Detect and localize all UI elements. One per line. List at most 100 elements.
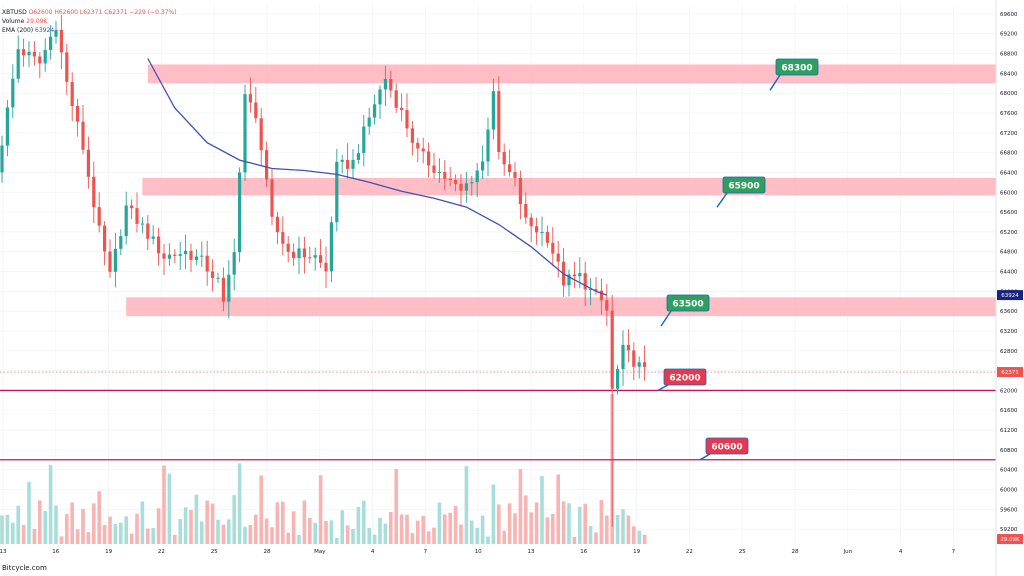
y-tick-label: 65600: [1000, 210, 1018, 216]
candle-body: [0, 145, 4, 173]
volume-bar: [491, 484, 496, 544]
price-annotations: 68300 65900 63500 62000 60600: [657, 58, 819, 461]
candle-body: [556, 253, 560, 262]
x-tick-label: 22: [158, 549, 165, 555]
price-axis[interactable]: 59200 59600 60000 60400 60800 61200 61600 62000…: [995, 0, 1018, 576]
volume-bar: [156, 508, 161, 544]
volume-bar: [637, 530, 641, 544]
volume-bar: [475, 527, 479, 544]
y-tick-label: 68000: [1000, 91, 1018, 97]
candle-body: [275, 216, 279, 233]
volume-bar: [583, 503, 587, 544]
axis-price-labels: 63924 62371 29.09K: [997, 290, 1023, 545]
volume-bar: [470, 520, 474, 544]
candle-body: [184, 250, 188, 255]
candle-body: [497, 91, 501, 152]
volume-bar: [443, 514, 447, 544]
candle-body: [70, 81, 74, 107]
volume-bar: [86, 532, 91, 544]
y-tick-label: 61600: [1000, 408, 1018, 414]
ema-label: EMA (200): [2, 27, 34, 34]
candle-body: [248, 94, 252, 103]
volume-bar: [270, 527, 274, 544]
candle-body: [232, 252, 236, 275]
candle-body: [205, 255, 209, 272]
volume-bar: [389, 512, 393, 544]
candle-body: [135, 208, 139, 224]
volume-bar: [578, 506, 582, 544]
volume-bar: [313, 522, 317, 544]
volume-bar: [124, 516, 128, 544]
candle-body: [567, 274, 571, 286]
volume-bar: [140, 501, 145, 544]
candle-body: [421, 148, 425, 152]
candle-body: [329, 222, 333, 272]
volume-bar: [497, 504, 501, 544]
volume-bar: [183, 507, 188, 544]
candle-body: [594, 289, 598, 291]
chart-grid: [0, 4, 996, 544]
volume-bar: [399, 514, 404, 544]
volume-bar: [367, 527, 371, 544]
annotation-pointer: [716, 192, 728, 208]
axis-price-text: 29.09K: [1000, 537, 1020, 543]
candle-body: [389, 78, 393, 91]
x-tick-label: 22: [686, 549, 693, 555]
volume-bar: [264, 518, 269, 544]
candle-body: [545, 231, 549, 243]
candle-body: [416, 142, 420, 149]
candle-body: [86, 149, 90, 177]
volume-bar: [108, 516, 112, 544]
volume-bar: [194, 494, 199, 544]
x-tick-label: 13: [528, 549, 535, 555]
candle-body: [335, 161, 339, 223]
volume-bar: [345, 525, 350, 544]
time-axis[interactable]: 13 16 19 22 25 28 May 4 7 10 13 16 19 22 25 28 Jun 4 7: [0, 549, 956, 555]
volume-bar: [318, 475, 323, 544]
volume-bar: [259, 475, 263, 544]
zone-band: [126, 297, 996, 317]
header-volume: Volume 29.09K: [2, 17, 47, 26]
candle-body: [173, 254, 177, 256]
candle-body: [178, 254, 182, 256]
volume-bar: [529, 512, 533, 544]
candle-body: [227, 274, 231, 302]
x-tick-label: 4: [371, 549, 375, 555]
annotation-pointer: [769, 74, 781, 91]
candle-body: [43, 49, 47, 64]
candle-body: [59, 30, 63, 53]
annotation-box: [705, 437, 749, 455]
candle-body: [243, 94, 247, 173]
volume-bar: [81, 508, 85, 544]
volume-label: Volume: [2, 18, 25, 25]
volume-bar: [221, 524, 226, 544]
annotation-label: 65900: [728, 182, 759, 192]
y-tick-label: 67600: [1000, 111, 1018, 117]
volume-bar: [286, 532, 290, 544]
volume-bar: [426, 531, 431, 544]
x-tick-label: 7: [952, 549, 956, 555]
y-tick-label: 68400: [1000, 71, 1018, 77]
candle-body: [81, 121, 85, 150]
candle-body: [432, 165, 436, 173]
volume-bar: [54, 505, 58, 544]
volume-bar: [540, 476, 544, 544]
candle-body: [599, 290, 603, 301]
candle-body: [319, 255, 323, 263]
candle-body: [589, 289, 593, 291]
volume-bar: [632, 526, 636, 544]
volume-bar: [378, 517, 382, 544]
x-tick-label: 19: [633, 549, 640, 555]
volume-bar: [162, 465, 166, 544]
y-tick-label: 68800: [1000, 52, 1018, 58]
volume-bar: [410, 533, 415, 544]
volume-bar: [459, 524, 463, 544]
y-tick-label: 60800: [1000, 448, 1018, 454]
candle-body: [324, 262, 328, 272]
volume-bar: [437, 502, 442, 544]
annotation-pointer: [657, 384, 669, 392]
candle-body: [524, 204, 528, 218]
candle-body: [621, 344, 625, 370]
y-tick-label: 64400: [1000, 270, 1018, 276]
